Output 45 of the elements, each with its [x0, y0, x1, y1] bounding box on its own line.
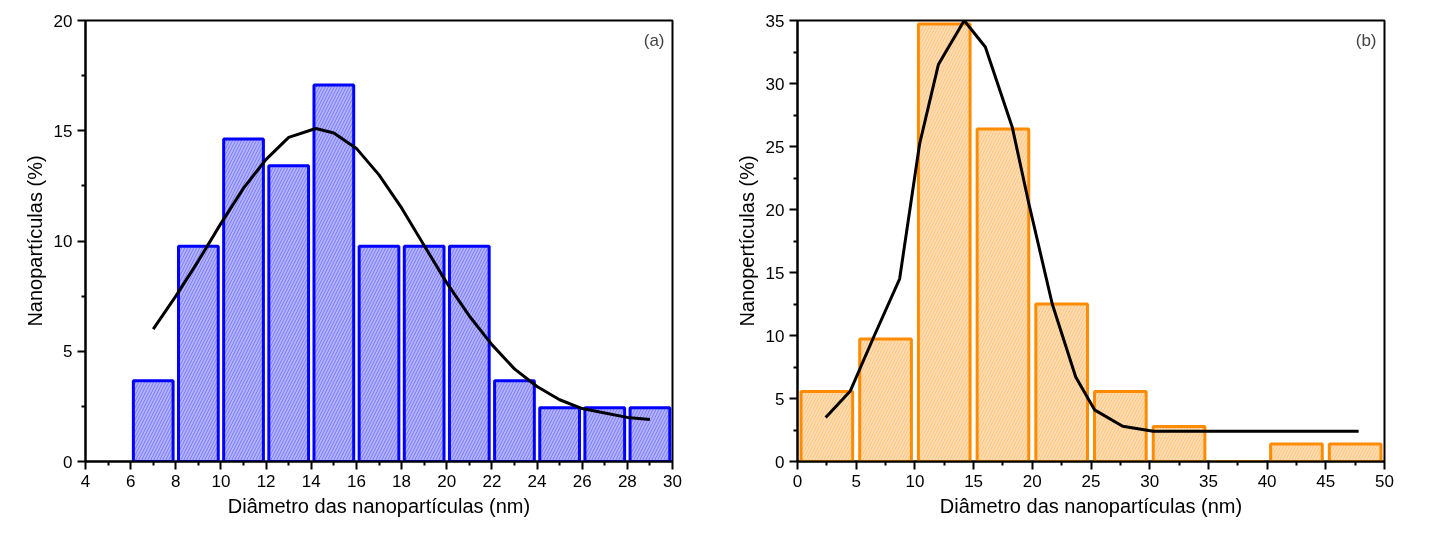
y-tick-label: 15: [765, 263, 785, 283]
x-tick-label: 24: [527, 471, 547, 491]
x-tick-label: 30: [663, 471, 682, 491]
x-axis-title: Diâmetro das nanopartículas (nm): [227, 494, 531, 517]
y-tick-label: 5: [63, 342, 73, 362]
x-tick-label: 30: [1140, 471, 1160, 491]
y-tick-label: 25: [765, 137, 785, 157]
y-tick-label: 20: [53, 11, 73, 31]
y-tick-label: 30: [765, 74, 785, 94]
x-tick-label: 5: [851, 471, 861, 491]
x-tick-label: 18: [392, 471, 412, 491]
x-tick-label: 20: [1022, 471, 1042, 491]
x-tick-label: 35: [1198, 471, 1218, 491]
x-tick-label: 10: [905, 471, 925, 491]
x-tick-label: 50: [1375, 471, 1394, 491]
x-tick-label: 26: [572, 471, 592, 491]
x-axis-title: Diâmetro das nanopartículas (nm): [939, 494, 1243, 517]
x-tick-label: 0: [792, 471, 803, 491]
y-tick-label: 10: [53, 232, 73, 251]
y-tick-label: 0: [63, 452, 73, 472]
y-tick-label: 20: [765, 200, 785, 220]
x-tick-label: 14: [301, 471, 321, 491]
annotation: (b): [1355, 30, 1377, 50]
x-tick-label: 22: [482, 471, 502, 491]
line-series: [151, 127, 652, 422]
x-tick-label: 28: [617, 471, 637, 491]
x-tick-label: 16: [346, 471, 366, 491]
y-tick-label: 0: [775, 452, 785, 472]
y-tick-label: 15: [53, 121, 73, 141]
y-tick-label: 35: [765, 11, 785, 31]
x-tick-label: 15: [964, 471, 984, 491]
y-tick-label: 5: [775, 389, 785, 409]
x-tick-label: 20: [437, 471, 457, 491]
x-tick-label: 10: [211, 471, 231, 491]
x-tick-label: 8: [171, 471, 181, 491]
x-tick-label: 12: [256, 471, 276, 491]
x-tick-label: 45: [1316, 471, 1336, 491]
x-tick-label: 4: [80, 471, 91, 491]
y-axis-title: Nanopertículas (%): [735, 155, 758, 327]
x-tick-label: 40: [1257, 471, 1277, 491]
y-tick-label: 10: [765, 326, 785, 346]
x-tick-label: 25: [1081, 471, 1101, 491]
y-axis-title: Nanopartículas (%): [23, 155, 46, 327]
x-tick-label: 6: [125, 471, 136, 491]
annotation: (a): [643, 30, 665, 50]
